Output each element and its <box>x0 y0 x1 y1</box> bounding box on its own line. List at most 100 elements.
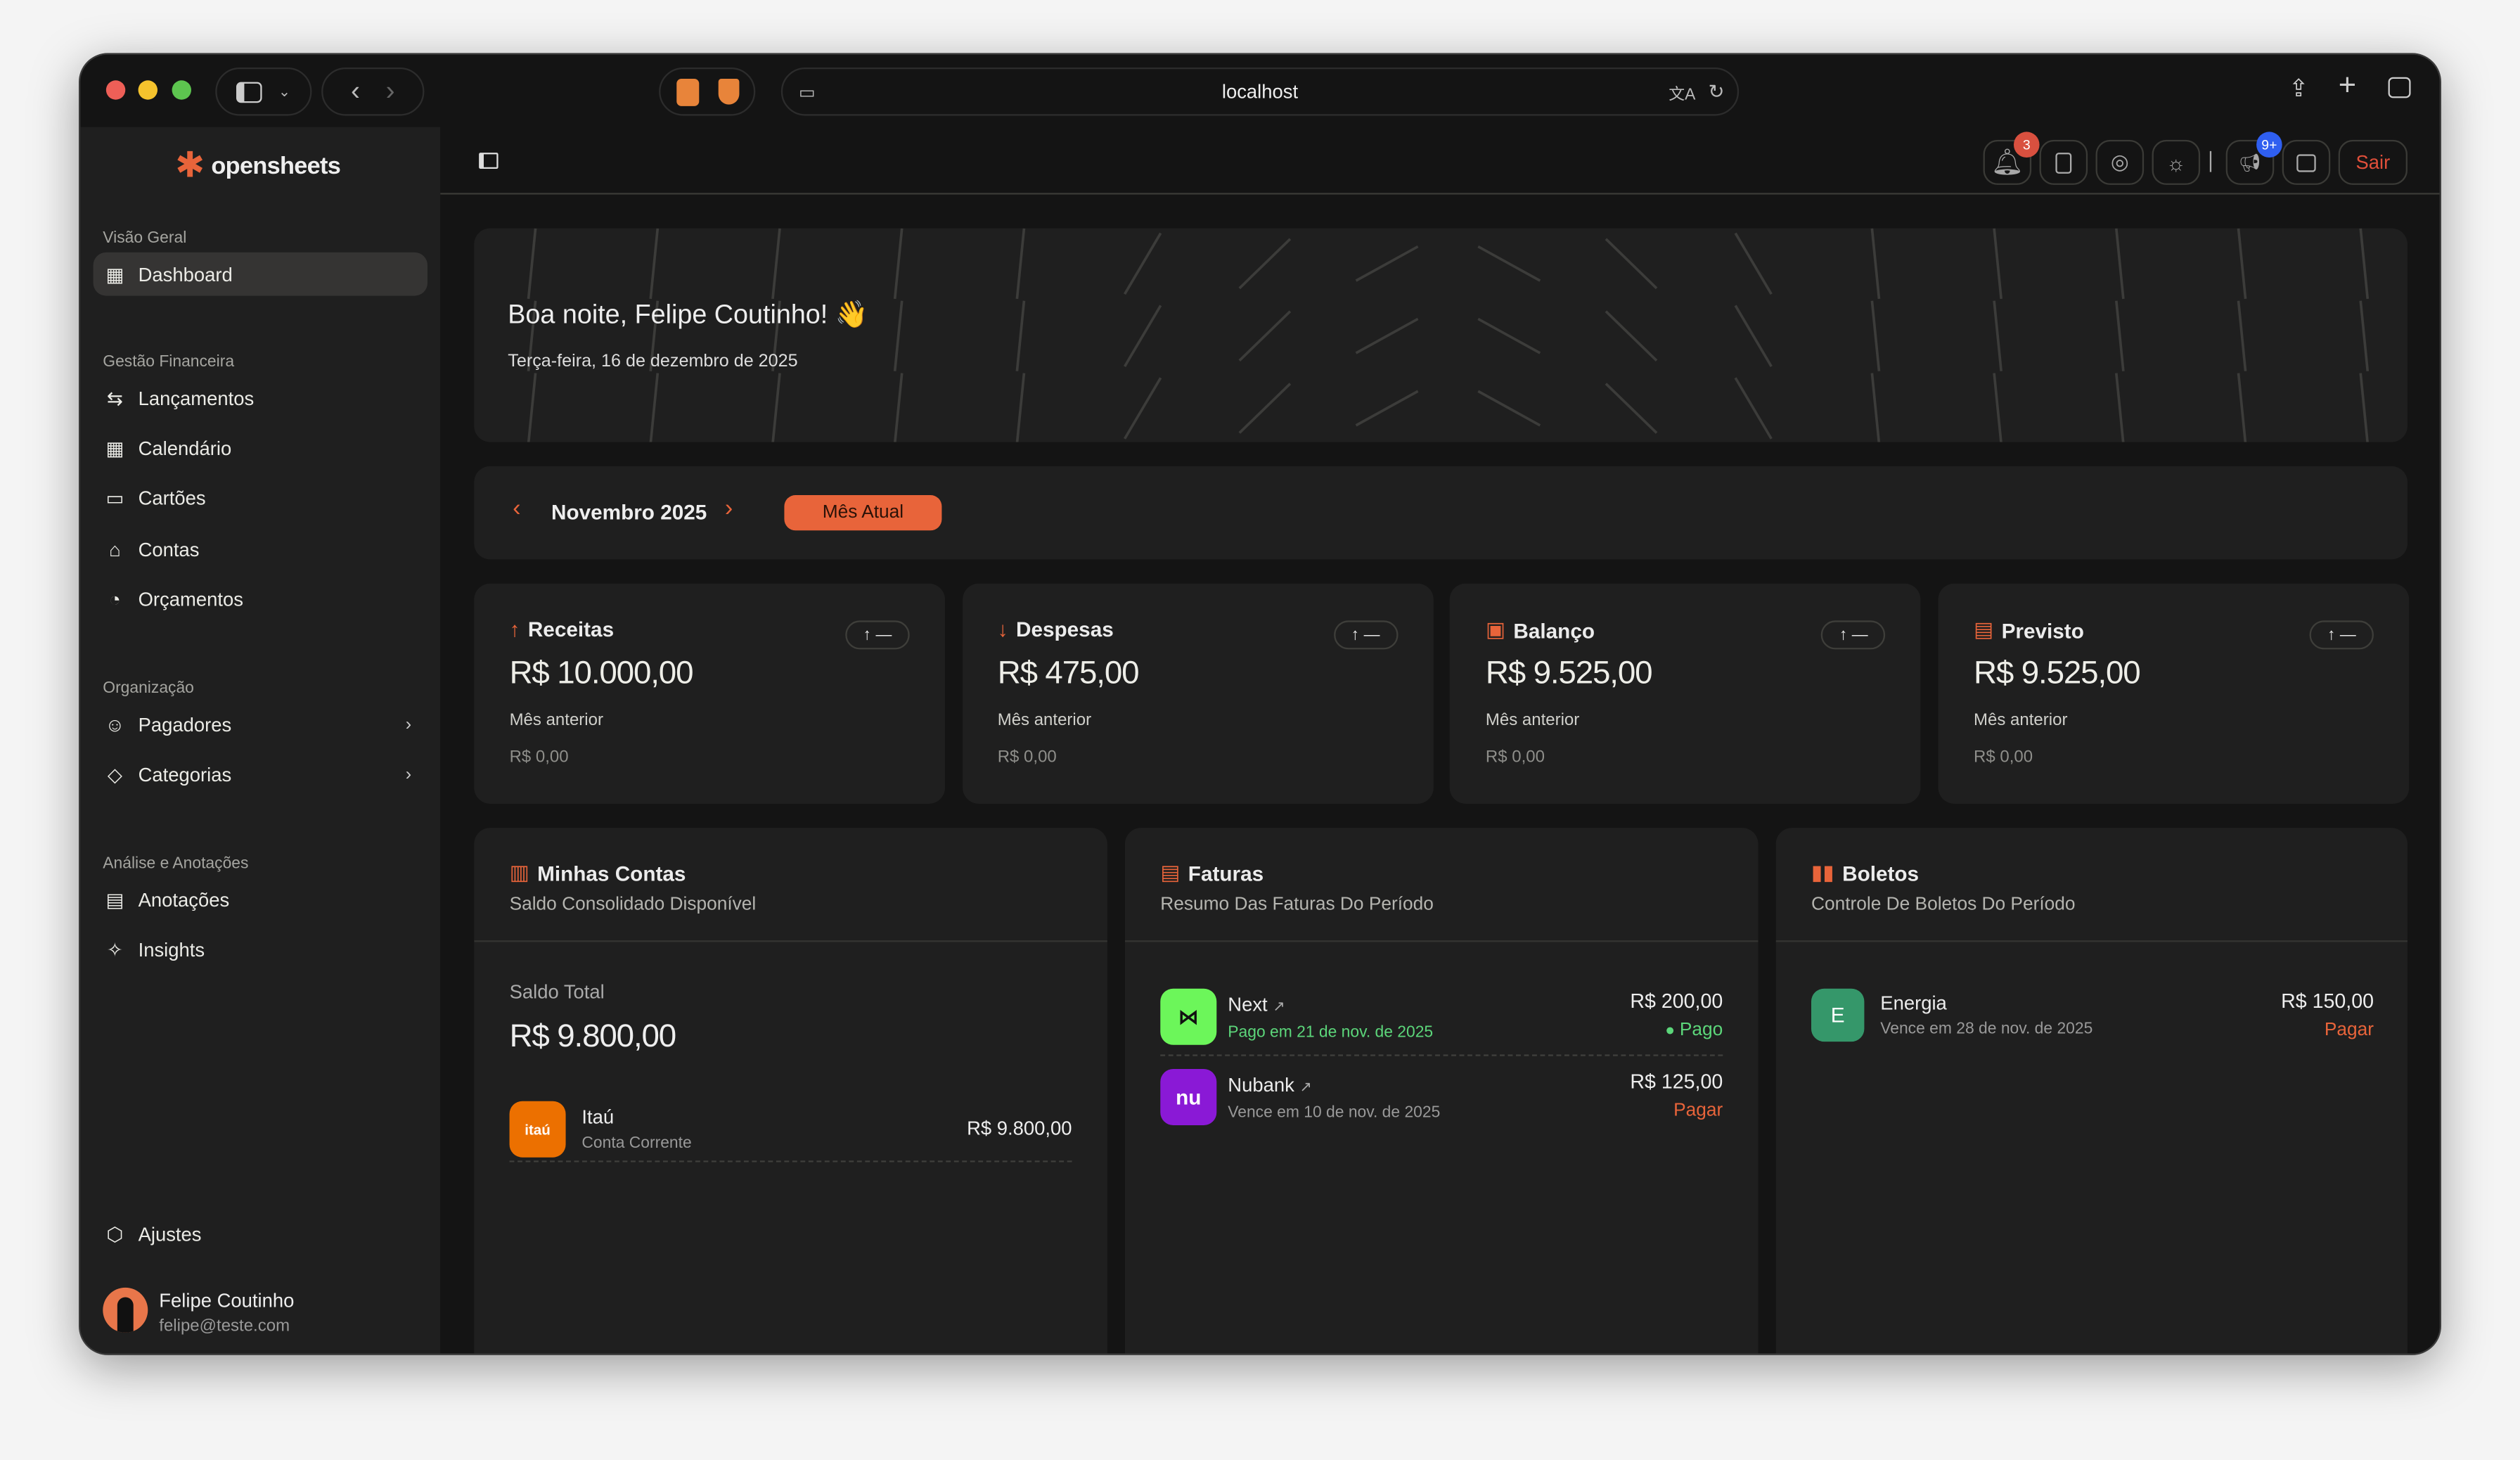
dashboard-icon: ▦ <box>105 262 124 286</box>
next-month-button[interactable]: › <box>724 494 733 523</box>
logout-button[interactable]: Sair <box>2338 139 2408 185</box>
sidebar-item-calendario[interactable]: ▦ Calendário <box>94 427 428 470</box>
chevron-right-icon[interactable]: › <box>405 714 412 734</box>
account-row[interactable]: itaú Itaú Conta Corrente R$ 9.800,00 <box>509 1101 1072 1163</box>
forward-icon[interactable]: › <box>385 75 395 106</box>
total-label: Saldo Total <box>509 980 605 1004</box>
bill-initial-avatar: E <box>1811 988 1865 1042</box>
sidebar-item-cartoes[interactable]: ▭ Cartões <box>94 477 428 520</box>
pattern-line <box>2359 300 2370 371</box>
sidebar-item-pagadores[interactable]: ☺ Pagadores › <box>94 703 428 746</box>
collapse-sidebar-icon[interactable] <box>479 153 499 169</box>
account-name: Itaú <box>581 1106 615 1129</box>
trend-indicator: ↑ — <box>1333 620 1398 650</box>
new-tab-icon[interactable]: + <box>2338 69 2357 103</box>
bill-amount: R$ 150,00 <box>2281 990 2374 1013</box>
card-subtitle: Resumo Das Faturas Do Período <box>1160 895 1434 915</box>
user-email: felipe@teste.com <box>159 1316 290 1336</box>
sidebar-item-label: Categorias <box>138 763 232 786</box>
history-nav: ‹ › <box>321 67 425 116</box>
share-icon[interactable]: ⇪ <box>2288 75 2309 103</box>
calculator-icon <box>2055 151 2072 173</box>
pay-button[interactable]: Pagar <box>1673 1101 1723 1121</box>
gauge-icon: ◔ <box>109 588 121 611</box>
asterisk-logo-icon: ✱ <box>175 144 205 185</box>
pay-button[interactable]: Pagar <box>2324 1020 2374 1040</box>
pattern-line <box>1993 300 2002 371</box>
period-selector: ‹ Novembro 2025 › Mês Atual <box>474 466 2408 560</box>
pattern-line <box>1605 238 1658 290</box>
card-subtitle: Saldo Consolidado Disponível <box>509 895 757 915</box>
pattern-line <box>1123 305 1162 367</box>
page-menu-icon[interactable]: ▭ <box>798 82 816 103</box>
chart-icon: ▥ <box>509 859 529 885</box>
shield-icon[interactable] <box>717 78 739 105</box>
external-link-icon: ↗ <box>1273 998 1285 1015</box>
pattern-line <box>771 373 781 442</box>
tabs-overview-icon[interactable] <box>2388 77 2411 98</box>
bitwarden-icon[interactable] <box>676 77 699 105</box>
invoice-icon: ▤ <box>1160 859 1181 885</box>
arrows-icon: ⇆ <box>106 386 123 409</box>
sidebar-item-dashboard[interactable]: ▦ Dashboard <box>93 252 428 296</box>
invoice-name[interactable]: Nubank ↗ <box>1228 1073 1312 1096</box>
bill-name: Energia <box>1880 992 1947 1015</box>
address-bar[interactable]: ▭ localhost 文A ↻ <box>780 67 1740 116</box>
barcode-icon: ▮▮ <box>1811 859 1834 885</box>
announcements-button[interactable]: 📢︎ 9+ <box>2225 132 2282 185</box>
privacy-toggle-button[interactable]: ◎ <box>2095 139 2145 185</box>
url-text: localhost <box>1221 80 1299 103</box>
reload-icon[interactable]: ↻ <box>1708 80 1725 103</box>
pattern-line <box>2114 228 2125 300</box>
trend-indicator: ↑ — <box>1821 620 1886 650</box>
theme-toggle-button[interactable]: ☼ <box>2152 139 2201 185</box>
notifications-button[interactable]: 🔔︎ 3 <box>1983 132 2040 185</box>
bill-row[interactable]: E Energia Vence em 28 de nov. de 2025 R$… <box>1811 988 2374 1053</box>
pattern-line <box>649 373 660 442</box>
stat-card-previsto: ▤ Previsto ↑ — R$ 9.525,00 Mês anterior R… <box>1938 583 2410 804</box>
sidebar-item-categorias[interactable]: ◇ Categorias › <box>94 753 428 797</box>
feedback-button[interactable] <box>2282 139 2331 185</box>
stat-title: Previsto <box>2001 617 2084 643</box>
sidebar-item-orcamentos[interactable]: ◔ Orçamentos <box>94 578 428 622</box>
header-divider-line <box>440 193 2440 195</box>
sidebar-item-lancamentos[interactable]: ⇆ Lançamentos <box>94 376 428 420</box>
external-link-icon: ↗ <box>1299 1078 1312 1095</box>
stat-title: Receitas <box>527 617 615 641</box>
invoice-amount: R$ 200,00 <box>1630 990 1723 1013</box>
stat-card-despesas: ↓ Despesas ↑ — R$ 475,00 Mês anterior R$ … <box>962 583 1434 804</box>
invoice-name[interactable]: Next ↗ <box>1228 993 1285 1016</box>
pattern-line <box>2359 373 2369 442</box>
minimize-window-button[interactable] <box>138 80 158 100</box>
close-window-button[interactable] <box>105 80 126 100</box>
pattern-line <box>2237 300 2247 371</box>
pattern-line <box>1605 383 1658 434</box>
translate-icon[interactable]: 文A <box>1669 86 1696 104</box>
invoice-row[interactable]: ⋈ Next ↗ Pago em 21 de nov. de 2025 R$ 2… <box>1160 985 1723 1056</box>
back-icon[interactable]: ‹ <box>351 75 360 106</box>
pattern-line <box>1477 390 1541 427</box>
invoice-row[interactable]: nu Nubank ↗ Vence em 10 de nov. de 2025 … <box>1160 1065 1723 1136</box>
calculator-button[interactable] <box>2039 139 2088 185</box>
app-logo[interactable]: ✱ opensheets <box>175 144 341 185</box>
maximize-window-button[interactable] <box>172 80 191 100</box>
sidebar-item-anotacoes[interactable]: ▤ Anotações <box>94 878 428 921</box>
sidebar-item-contas[interactable]: ⌂ Contas <box>94 527 428 571</box>
sidebar-item-label: Insights <box>138 938 205 961</box>
pattern-line <box>527 373 537 442</box>
invoice-amount: R$ 125,00 <box>1630 1070 1723 1094</box>
pattern-line <box>1015 373 1026 442</box>
stat-value: R$ 475,00 <box>997 655 1140 691</box>
sidebar-item-ajustes[interactable]: ⬡ Ajustes <box>94 1212 428 1255</box>
sidebar-toggle-button[interactable]: ⌄ <box>215 67 312 116</box>
avatar[interactable] <box>103 1287 148 1333</box>
pattern-line <box>1477 245 1541 282</box>
sidebar-item-insights[interactable]: ✧ Insights <box>94 928 428 972</box>
card-title: Boletos <box>1842 860 1920 885</box>
previous-month-value: R$ 0,00 <box>997 747 1057 767</box>
current-month-button[interactable]: Mês Atual <box>784 494 942 531</box>
app-name: opensheets <box>211 151 341 179</box>
chevron-right-icon[interactable]: › <box>405 764 412 785</box>
previous-month-button[interactable]: ‹ <box>513 494 521 523</box>
